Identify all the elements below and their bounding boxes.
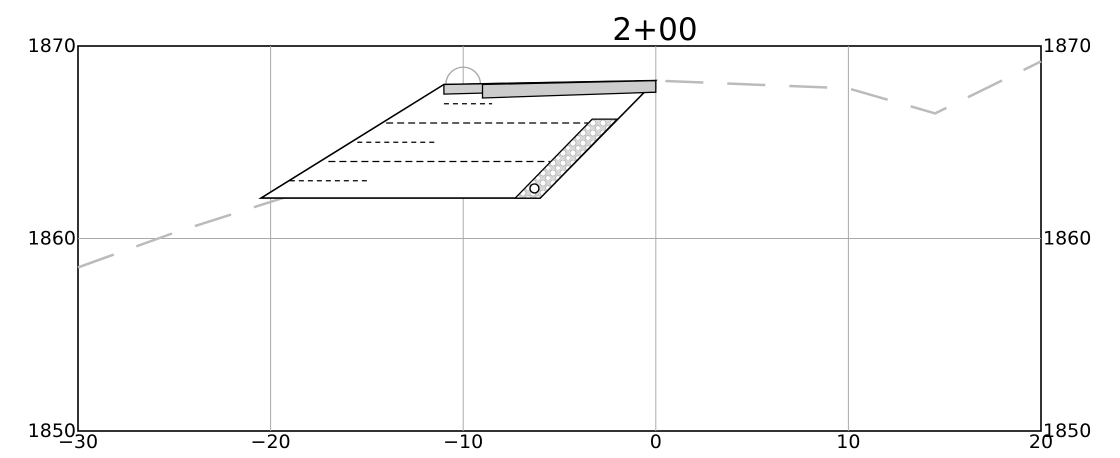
y-tick-label-right: 1860 [1043,228,1091,250]
y-tick-label-right: 1870 [1043,35,1091,57]
y-tick-label-left: 1870 [28,35,76,57]
section-title: 2+00 [612,12,697,48]
top-slab [481,79,657,99]
structure [258,66,658,199]
y-tick-label-left: 1850 [28,420,76,442]
dome-outline [445,66,482,85]
x-tick-label: 0 [650,431,662,453]
x-tick-label: 20 [1029,431,1053,453]
x-tick-label: −10 [443,431,483,453]
x-tick-label: −20 [251,431,291,453]
y-tick-label-right: 1850 [1043,420,1091,442]
x-tick-label: 10 [836,431,860,453]
y-tick-label-left: 1860 [28,228,76,250]
gravel-drain [513,118,619,199]
x-tick-label: −30 [58,431,98,453]
drain-pipe [529,183,540,194]
